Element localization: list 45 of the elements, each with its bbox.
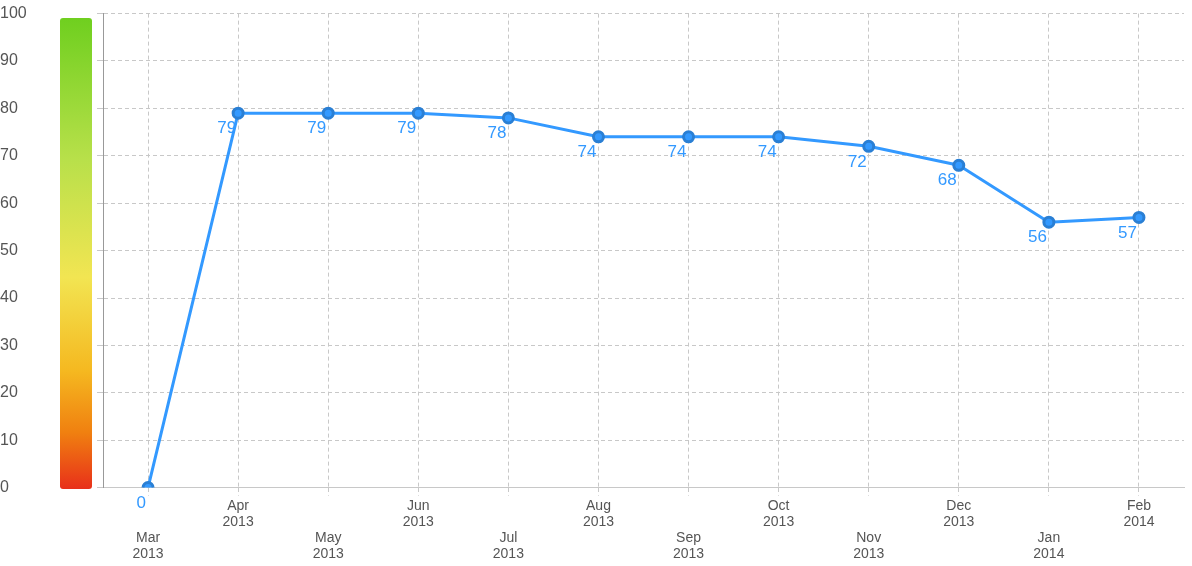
x-tick-label: Apr 2013 — [222, 496, 254, 529]
point — [411, 106, 425, 120]
y-tick-label: 40 — [0, 288, 18, 306]
y-tick-label: 10 — [0, 430, 18, 448]
y-tick-label: 70 — [0, 146, 18, 164]
x-tick-label: Feb 2014 — [1123, 496, 1155, 529]
y-tick-label: 100 — [0, 4, 27, 22]
point — [1042, 215, 1056, 229]
y-tick-label: 0 — [0, 478, 9, 496]
point — [591, 130, 605, 144]
data-label: 0 — [136, 492, 147, 512]
x-tick-label: Jan 2014 — [1033, 528, 1065, 561]
point — [321, 106, 335, 120]
data-label: 74 — [577, 142, 597, 162]
x-tick-label: Jun 2013 — [402, 496, 435, 529]
data-label: 68 — [937, 170, 957, 190]
y-tick-label: 30 — [0, 335, 18, 353]
data-label: 57 — [1118, 222, 1137, 242]
x-tick-label: Aug 2013 — [582, 496, 615, 529]
data-label: 56 — [1027, 227, 1047, 247]
x-tick-label: Nov 2013 — [853, 528, 885, 561]
y-tick-label: 60 — [0, 193, 18, 211]
x-tick-label: May 2013 — [312, 528, 344, 561]
x-tick-label: Mar 2013 — [132, 528, 164, 561]
x-tick-label: Dec 2013 — [943, 496, 975, 529]
point — [231, 106, 245, 120]
y-tick-label: 20 — [0, 383, 18, 401]
point — [501, 111, 515, 125]
y-tick-label: 90 — [0, 51, 18, 69]
data-label: 78 — [487, 123, 507, 143]
y-tick-label: 80 — [0, 98, 18, 116]
data-label: 74 — [667, 142, 687, 162]
data-label: 72 — [847, 151, 867, 171]
data-label: 79 — [307, 118, 327, 138]
point — [772, 130, 786, 144]
data-label: 79 — [397, 118, 417, 138]
x-tick-label: Jul 2013 — [492, 528, 525, 561]
y-tick-label: 50 — [0, 241, 18, 259]
point — [682, 130, 696, 144]
data-label: 74 — [757, 142, 777, 162]
point — [952, 158, 966, 172]
x-tick-label: Oct 2013 — [763, 496, 795, 529]
point — [1132, 210, 1146, 224]
x-tick-label: Sep 2013 — [672, 528, 705, 561]
point — [862, 139, 876, 153]
